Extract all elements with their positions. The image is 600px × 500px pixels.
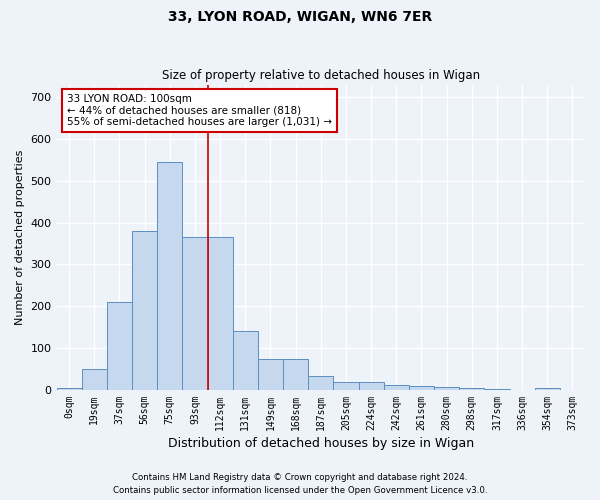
Bar (233, 332, 258, 390)
Bar (107, 302, 132, 390)
Bar (132, 231, 157, 390)
Bar (459, 388, 484, 390)
Bar (409, 386, 434, 390)
Bar (484, 389, 509, 390)
Text: 33, LYON ROAD, WIGAN, WN6 7ER: 33, LYON ROAD, WIGAN, WN6 7ER (168, 10, 432, 24)
Text: Contains HM Land Registry data © Crown copyright and database right 2024.
Contai: Contains HM Land Registry data © Crown c… (113, 474, 487, 495)
Text: 33 LYON ROAD: 100sqm
← 44% of detached houses are smaller (818)
55% of semi-deta: 33 LYON ROAD: 100sqm ← 44% of detached h… (67, 94, 332, 127)
Bar (434, 386, 459, 390)
Bar (535, 388, 560, 390)
Bar (157, 162, 182, 390)
Bar (182, 238, 208, 390)
Bar (258, 358, 283, 390)
X-axis label: Distribution of detached houses by size in Wigan: Distribution of detached houses by size … (168, 437, 474, 450)
Bar (308, 376, 334, 390)
Bar (383, 385, 409, 390)
Y-axis label: Number of detached properties: Number of detached properties (15, 150, 25, 325)
Bar (56, 388, 82, 390)
Bar (334, 382, 359, 390)
Bar (208, 238, 233, 390)
Bar (283, 358, 308, 390)
Title: Size of property relative to detached houses in Wigan: Size of property relative to detached ho… (162, 69, 480, 82)
Bar (82, 369, 107, 390)
Bar (359, 382, 383, 390)
